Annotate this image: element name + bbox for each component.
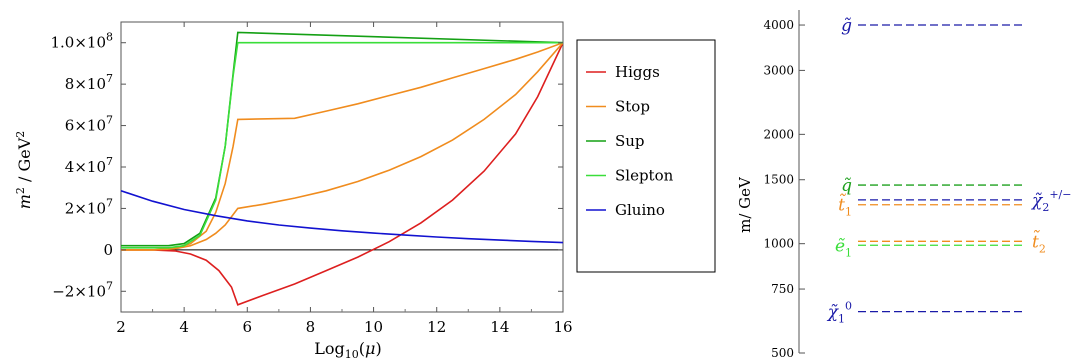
y-tick-label: 2×107	[65, 196, 113, 217]
legend-label-higgs: Higgs	[615, 63, 660, 81]
legend-label-slepton: Slepton	[615, 167, 674, 185]
series-line-stop-1	[121, 42, 563, 251]
series-line-higgs-0	[121, 42, 563, 306]
y-axis-ticks: −2×107 0 2×107 4×107 6×107 8×107 1.0×108	[50, 31, 563, 300]
x-tick-label: 6	[243, 318, 253, 336]
legend-label-stop: Stop	[615, 98, 650, 116]
x-axis-ticks: 2 4 6 8 10 12 14 16	[116, 22, 573, 336]
x-tick-label: 4	[179, 318, 189, 336]
mass-level-label-0: g̃	[841, 16, 852, 36]
rge-running-chart: 2 4 6 8 10 12 14 16 −2×107 0 2×107 4×107 6×107 8×107…	[14, 21, 716, 361]
y-tick-label: −2×107	[52, 279, 113, 300]
spectrum-y-label: m/ GeV	[736, 176, 754, 233]
x-tick-label: 12	[427, 318, 446, 336]
y-tick-label: 4×107	[65, 155, 113, 176]
mass-spectrum-chart: 500 750 1000 1500 2000 3000 4000 m/ GeV g̃ q̃ χ̃…	[736, 10, 1071, 360]
spectrum-tick-label: 500	[771, 346, 794, 360]
y-tick-label: 1.0×108	[50, 31, 113, 52]
spectrum-tick-label: 750	[771, 282, 794, 296]
x-tick-label: 16	[553, 318, 572, 336]
spectrum-tick-label: 2000	[763, 127, 794, 141]
series-layer	[121, 31, 563, 306]
x-axis-label: Log10(μ)	[314, 339, 381, 361]
mass-level-label-6: χ̃10	[827, 300, 852, 326]
spectrum-tick-label: 4000	[763, 18, 794, 32]
mass-level-label-2: χ̃2+/−	[1031, 188, 1071, 214]
y-tick-label: 0	[103, 241, 113, 259]
series-line-gluino-5	[121, 190, 563, 244]
spectrum-tick-label: 1500	[763, 173, 794, 187]
x-tick-label: 8	[306, 318, 316, 336]
mass-level-label-3: t̃1	[838, 194, 852, 219]
spectrum-tick-label: 3000	[763, 63, 794, 77]
legend: Higgs Stop Sup Slepton Gluino	[586, 63, 674, 219]
series-line-slepton-4	[121, 41, 563, 249]
x-tick-label: 14	[490, 318, 509, 336]
mass-level-label-4: t̃2	[1032, 231, 1046, 256]
y-tick-label: 8×107	[65, 72, 113, 93]
y-axis-label: m2 / GeV2	[14, 131, 34, 210]
mass-level-label-1: q̃	[841, 176, 852, 196]
x-tick-label: 10	[364, 318, 383, 336]
y-tick-label: 6×107	[65, 114, 113, 135]
legend-label-sup: Sup	[615, 132, 645, 150]
mass-levels: g̃ q̃ χ̃2+/− t̃1 t̃2 ẽ1 χ̃10	[827, 16, 1072, 326]
spectrum-tick-label: 1000	[763, 237, 794, 251]
legend-label-gluino: Gluino	[615, 201, 665, 219]
spectrum-axis-ticks: 500 750 1000 1500 2000 3000 4000	[763, 18, 805, 360]
series-line-stop-2	[121, 41, 563, 251]
x-tick-label: 2	[116, 318, 126, 336]
mass-level-label-5: ẽ1	[835, 236, 852, 259]
legend-box	[576, 39, 716, 273]
